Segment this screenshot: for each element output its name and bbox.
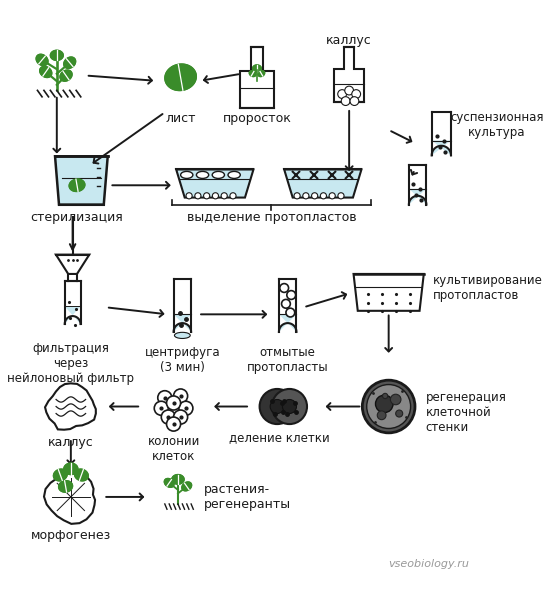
Circle shape <box>161 410 175 424</box>
Circle shape <box>154 401 168 415</box>
Circle shape <box>212 193 218 199</box>
Circle shape <box>282 299 290 308</box>
Circle shape <box>186 193 192 199</box>
Polygon shape <box>279 314 296 332</box>
Circle shape <box>272 389 307 424</box>
Circle shape <box>174 389 188 403</box>
Ellipse shape <box>174 332 190 338</box>
Polygon shape <box>74 469 88 481</box>
Polygon shape <box>258 71 265 76</box>
Polygon shape <box>240 87 274 108</box>
Polygon shape <box>356 287 421 311</box>
Ellipse shape <box>212 171 224 179</box>
Text: центрифуга
(3 мин): центрифуга (3 мин) <box>145 346 220 374</box>
Polygon shape <box>409 188 426 205</box>
Text: каллус: каллус <box>48 436 94 449</box>
Polygon shape <box>56 254 89 274</box>
Circle shape <box>204 193 210 199</box>
Polygon shape <box>40 67 52 78</box>
Polygon shape <box>45 383 96 430</box>
Circle shape <box>390 394 401 405</box>
Circle shape <box>195 193 201 199</box>
Polygon shape <box>44 472 95 524</box>
Polygon shape <box>174 314 191 332</box>
Circle shape <box>283 400 296 413</box>
Polygon shape <box>176 169 254 198</box>
Circle shape <box>280 283 289 293</box>
Circle shape <box>311 193 318 199</box>
Text: проросток: проросток <box>223 112 292 126</box>
Polygon shape <box>60 70 72 81</box>
Polygon shape <box>53 469 67 481</box>
Circle shape <box>350 97 359 105</box>
Text: регенерация
клеточной
стенки: регенерация клеточной стенки <box>426 391 507 434</box>
Text: фильтрация
через
нейлоновый фильтр: фильтрация через нейлоновый фильтр <box>7 342 134 386</box>
Circle shape <box>377 411 386 419</box>
Text: каллус: каллус <box>326 33 372 47</box>
Polygon shape <box>240 47 274 108</box>
Circle shape <box>167 417 180 431</box>
Polygon shape <box>55 156 108 205</box>
Text: растения-
регенеранты: растения- регенеранты <box>204 483 292 511</box>
Circle shape <box>287 291 295 299</box>
Polygon shape <box>249 71 256 76</box>
Polygon shape <box>36 54 48 66</box>
Text: деление клетки: деление клетки <box>229 431 329 444</box>
Circle shape <box>260 389 295 424</box>
Ellipse shape <box>228 171 240 179</box>
Circle shape <box>345 86 354 95</box>
Text: культивирование
протопластов: культивирование протопластов <box>432 274 542 302</box>
Circle shape <box>167 396 180 410</box>
Circle shape <box>338 90 346 99</box>
Polygon shape <box>69 179 85 192</box>
Polygon shape <box>64 463 78 474</box>
Text: выделение протопластов: выделение протопластов <box>186 211 356 224</box>
Circle shape <box>395 410 403 417</box>
Text: суспензионная
культура: суспензионная культура <box>450 111 543 139</box>
Polygon shape <box>172 474 184 484</box>
Polygon shape <box>51 51 63 60</box>
Polygon shape <box>182 482 191 491</box>
Circle shape <box>158 391 172 405</box>
Polygon shape <box>65 306 80 324</box>
Ellipse shape <box>180 171 193 179</box>
Circle shape <box>320 193 327 199</box>
Circle shape <box>286 308 295 317</box>
Circle shape <box>341 97 350 105</box>
Text: vseobiology.ru: vseobiology.ru <box>388 559 469 569</box>
Polygon shape <box>284 169 361 198</box>
Text: колонии
клеток: колонии клеток <box>147 435 200 463</box>
Circle shape <box>382 394 388 399</box>
Circle shape <box>294 193 300 199</box>
Polygon shape <box>64 57 76 68</box>
Circle shape <box>329 193 336 199</box>
Circle shape <box>230 193 236 199</box>
Circle shape <box>221 193 227 199</box>
Circle shape <box>376 395 393 413</box>
Circle shape <box>303 193 309 199</box>
Circle shape <box>362 380 415 433</box>
Polygon shape <box>432 140 451 155</box>
Circle shape <box>338 193 344 199</box>
Polygon shape <box>165 64 196 91</box>
Ellipse shape <box>196 171 208 179</box>
Circle shape <box>367 384 411 429</box>
Text: отмытые
протопласты: отмытые протопласты <box>247 346 328 374</box>
Circle shape <box>179 401 193 415</box>
Polygon shape <box>59 480 73 492</box>
Polygon shape <box>334 84 364 102</box>
Circle shape <box>352 90 361 99</box>
Polygon shape <box>354 274 424 311</box>
Polygon shape <box>252 65 261 72</box>
Circle shape <box>174 410 188 424</box>
Circle shape <box>270 400 284 413</box>
Polygon shape <box>334 47 364 102</box>
Text: стерилизация: стерилизация <box>31 211 123 224</box>
Polygon shape <box>164 479 174 487</box>
Text: лист: лист <box>166 112 196 126</box>
Text: морфогенез: морфогенез <box>31 529 111 541</box>
